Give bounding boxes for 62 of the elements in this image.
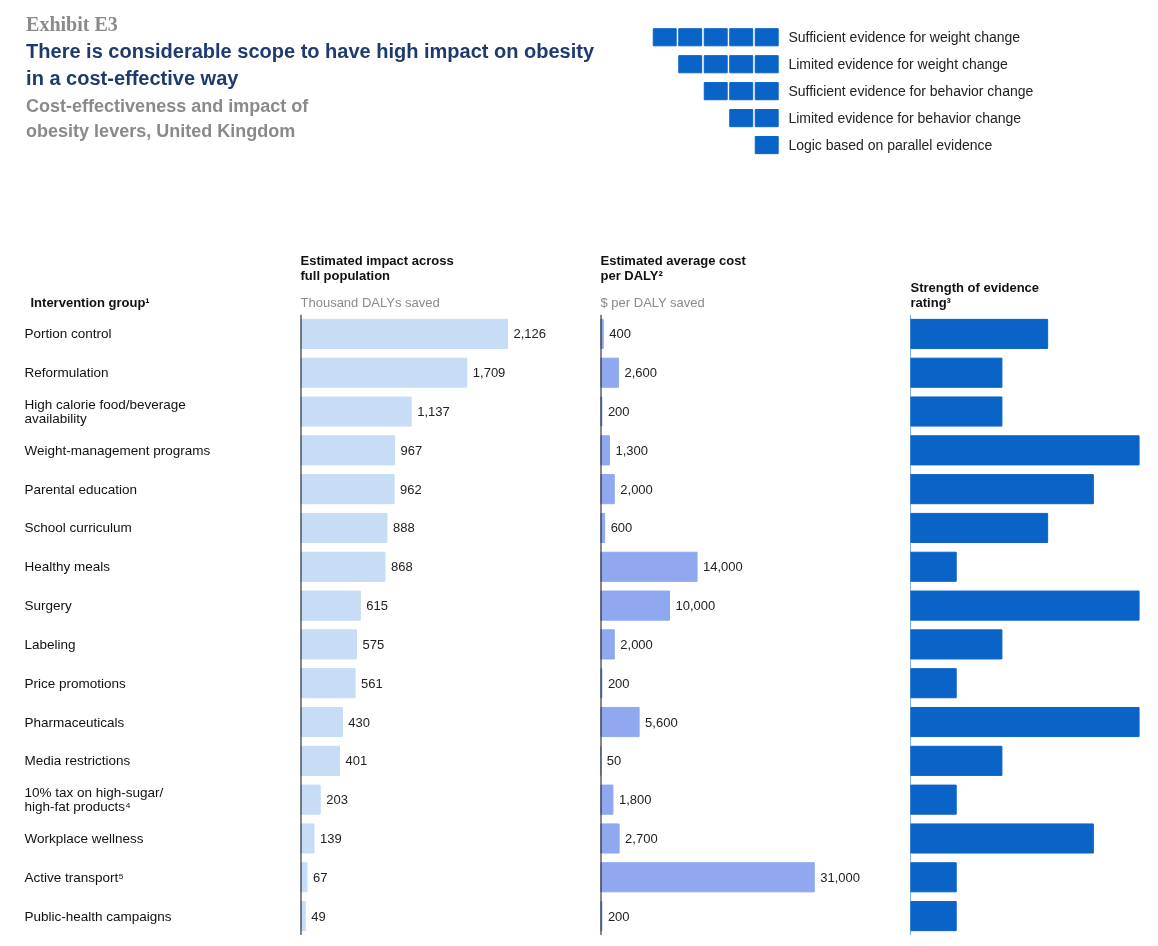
data-label: 200 bbox=[607, 908, 630, 924]
y-tick-label: Pharmaceuticals bbox=[24, 714, 125, 730]
data-label: 401 bbox=[345, 753, 368, 769]
y-axis-title: Intervention group¹ bbox=[30, 294, 150, 310]
legend-label: Limited evidence for behavior change bbox=[788, 110, 1022, 127]
data-label: 2,700 bbox=[625, 830, 658, 846]
data-label: 200 bbox=[607, 675, 630, 691]
y-tick-label: Price promotions bbox=[24, 675, 127, 691]
data-label: 615 bbox=[366, 598, 389, 614]
y-tick-label: Parental education bbox=[24, 481, 138, 497]
data-label: 400 bbox=[609, 326, 631, 342]
data-label: 1,709 bbox=[472, 365, 506, 381]
y-tick-label: Surgery bbox=[24, 598, 73, 614]
data-label: 31,000 bbox=[820, 869, 861, 885]
chart-subtitle: $ per DALY saved bbox=[600, 294, 705, 310]
y-tick-label: Healthy meals bbox=[24, 559, 111, 575]
y-tick-label: Weight-management programs bbox=[24, 442, 211, 458]
data-label: 2,126 bbox=[513, 326, 546, 342]
y-tick-label: Reformulation bbox=[24, 365, 109, 381]
y-tick-label: Labeling bbox=[24, 636, 76, 652]
data-label: 888 bbox=[392, 520, 415, 536]
data-label: 1,137 bbox=[417, 404, 450, 420]
text: Exhibit E3 bbox=[26, 12, 118, 35]
y-tick-label: High calorie food/beverage availability bbox=[24, 397, 186, 427]
y-tick-label: Workplace wellness bbox=[24, 830, 144, 846]
data-label: 1,300 bbox=[615, 442, 649, 458]
data-label: 200 bbox=[607, 404, 630, 420]
legend-label: Limited evidence for weight change bbox=[788, 56, 1009, 73]
chart-title: Strength of evidence rating³ bbox=[910, 279, 1040, 310]
data-label: 561 bbox=[361, 675, 383, 691]
legend-label: Sufficient evidence for weight change bbox=[788, 29, 1021, 46]
data-label: 67 bbox=[313, 869, 328, 885]
data-label: 2,000 bbox=[620, 481, 653, 497]
text: Cost-effectiveness and impact of obesity levers, United Kingdom bbox=[26, 96, 310, 141]
data-label: 10,000 bbox=[675, 598, 716, 614]
data-label: 1,800 bbox=[618, 792, 652, 808]
data-label: 203 bbox=[326, 792, 348, 808]
y-tick-label: Public-health campaigns bbox=[24, 908, 172, 924]
data-label: 575 bbox=[362, 636, 385, 652]
chart-title: Estimated impact across full population bbox=[300, 252, 454, 283]
chart-subtitle: Thousand DALYs saved bbox=[300, 294, 440, 310]
legend-label: Sufficient evidence for behavior change bbox=[788, 83, 1034, 100]
y-tick-label: 10% tax on high-sugar/ high-fat products⁴ bbox=[24, 785, 164, 815]
data-label: 962 bbox=[400, 481, 422, 497]
y-tick-label: Active transport⁵ bbox=[24, 869, 124, 885]
data-label: 2,000 bbox=[620, 636, 653, 652]
data-label: 868 bbox=[390, 559, 413, 575]
chart-title: Estimated average cost per DALY² bbox=[600, 252, 747, 283]
data-label: 430 bbox=[348, 714, 371, 730]
data-label: 49 bbox=[311, 908, 326, 924]
data-label: 967 bbox=[400, 442, 423, 458]
data-label: 50 bbox=[606, 753, 622, 769]
y-tick-label: Media restrictions bbox=[24, 753, 131, 769]
data-label: 5,600 bbox=[645, 714, 678, 730]
data-label: 14,000 bbox=[703, 559, 743, 575]
data-label: 139 bbox=[320, 830, 342, 846]
y-tick-label: Portion control bbox=[24, 326, 112, 342]
text: There is considerable scope to have high impact on obesity in a cost-effective way bbox=[26, 39, 595, 89]
data-label: 2,600 bbox=[624, 365, 657, 381]
data-label: 600 bbox=[610, 520, 633, 536]
legend-label: Logic based on parallel evidence bbox=[788, 137, 993, 154]
y-tick-label: School curriculum bbox=[24, 520, 132, 536]
